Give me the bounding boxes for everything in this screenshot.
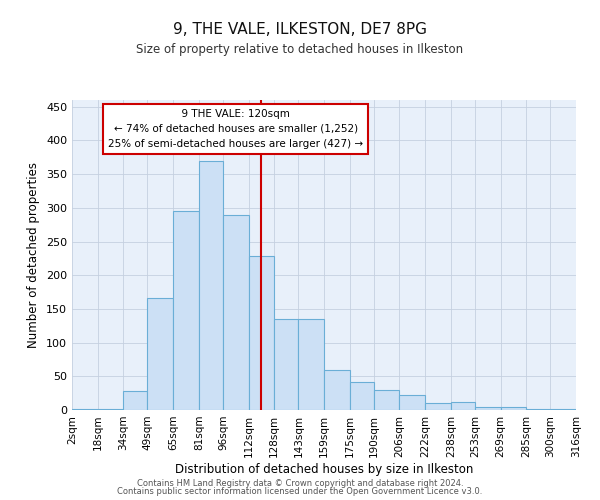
Bar [248,256,274,410]
Bar [451,402,475,410]
X-axis label: Distribution of detached houses by size in Ilkeston: Distribution of detached houses by size … [175,462,473,475]
Bar [350,382,374,410]
Bar [72,408,98,410]
Bar [298,319,324,410]
Bar [500,406,526,410]
Bar [124,391,148,410]
Text: Contains public sector information licensed under the Open Government Licence v3: Contains public sector information licen… [118,487,482,496]
Bar [199,160,223,410]
Y-axis label: Number of detached properties: Number of detached properties [28,162,40,348]
Bar [274,319,298,410]
Text: Contains HM Land Registry data © Crown copyright and database right 2024.: Contains HM Land Registry data © Crown c… [137,478,463,488]
Bar [400,395,425,410]
Text: 9, THE VALE, ILKESTON, DE7 8PG: 9, THE VALE, ILKESTON, DE7 8PG [173,22,427,38]
Bar [98,408,124,410]
Bar [148,298,173,410]
Bar [425,404,451,410]
Bar [324,370,350,410]
Text: Size of property relative to detached houses in Ilkeston: Size of property relative to detached ho… [136,42,464,56]
Text: 9 THE VALE: 120sqm  
← 74% of detached houses are smaller (1,252)
25% of semi-de: 9 THE VALE: 120sqm ← 74% of detached hou… [108,109,363,149]
Bar [550,408,576,410]
Bar [223,214,248,410]
Bar [374,390,400,410]
Bar [475,406,500,410]
Bar [526,408,550,410]
Bar [173,211,199,410]
